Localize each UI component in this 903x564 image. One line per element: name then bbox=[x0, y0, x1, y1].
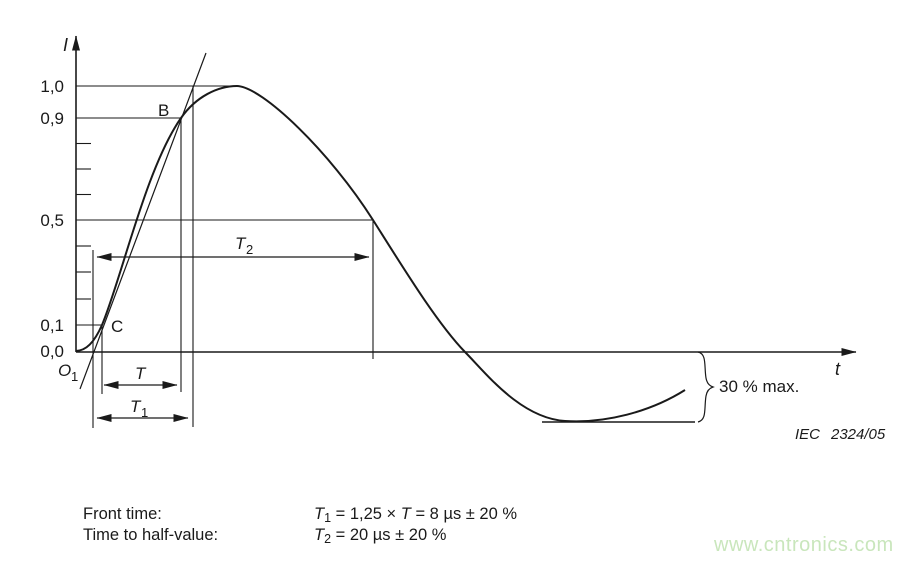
point-b-label: B bbox=[158, 101, 169, 120]
tick-label-0-5: 0,5 bbox=[40, 211, 64, 230]
t2-subscript: 2 bbox=[246, 242, 253, 257]
t1-symbol-subscript: 1 bbox=[324, 511, 332, 525]
half-value-formula: T2 = 20 µs ± 20 % bbox=[314, 525, 446, 546]
virtual-origin-subscript: 1 bbox=[71, 369, 78, 384]
figure-caption-org: IEC bbox=[795, 426, 820, 443]
watermark: www.cntronics.com bbox=[714, 534, 894, 556]
y-axis-label: I bbox=[63, 35, 68, 55]
t-symbol: T bbox=[400, 505, 411, 523]
undershoot-brace bbox=[697, 351, 715, 423]
y-axis-ticks bbox=[76, 142, 91, 300]
virtual-origin-label: O bbox=[58, 361, 71, 380]
x-axis-label: t bbox=[835, 359, 841, 379]
impulse-current-curve bbox=[75, 84, 686, 423]
figure-caption-number: 2324/05 bbox=[830, 426, 886, 443]
tick-label-0-9: 0,9 bbox=[40, 109, 64, 128]
t-label: T bbox=[135, 364, 147, 383]
front-time-mid: = 1,25 × bbox=[331, 505, 401, 523]
level-lines bbox=[76, 85, 373, 326]
t2-symbol: T bbox=[314, 526, 325, 544]
tick-label-1-0: 1,0 bbox=[40, 77, 64, 96]
front-time-value: = 8 µs ± 20 % bbox=[410, 505, 518, 523]
t2-symbol-subscript: 2 bbox=[324, 532, 332, 546]
front-tangent-line bbox=[79, 52, 207, 390]
half-value-value: = 20 µs ± 20 % bbox=[331, 526, 447, 544]
tick-label-0-1: 0,1 bbox=[40, 316, 64, 335]
front-time-formula: T1 = 1,25 × T = 8 µs ± 20 % bbox=[314, 504, 517, 525]
dimension-arrows bbox=[96, 253, 370, 422]
t1-symbol: T bbox=[314, 505, 325, 523]
half-value-label: Time to half-value: bbox=[83, 526, 219, 544]
t2-label: T bbox=[235, 234, 247, 253]
point-c-label: C bbox=[111, 317, 123, 336]
t1-subscript: 1 bbox=[141, 405, 148, 420]
waveform-diagram: I t 1,0 0,9 0,5 0,1 0,0 B C O 1 T 2 T T … bbox=[40, 35, 886, 443]
tick-label-0-0: 0,0 bbox=[40, 342, 64, 361]
front-time-label: Front time: bbox=[83, 505, 162, 523]
t1-label: T bbox=[130, 397, 142, 416]
undershoot-max-label: 30 % max. bbox=[719, 377, 799, 396]
